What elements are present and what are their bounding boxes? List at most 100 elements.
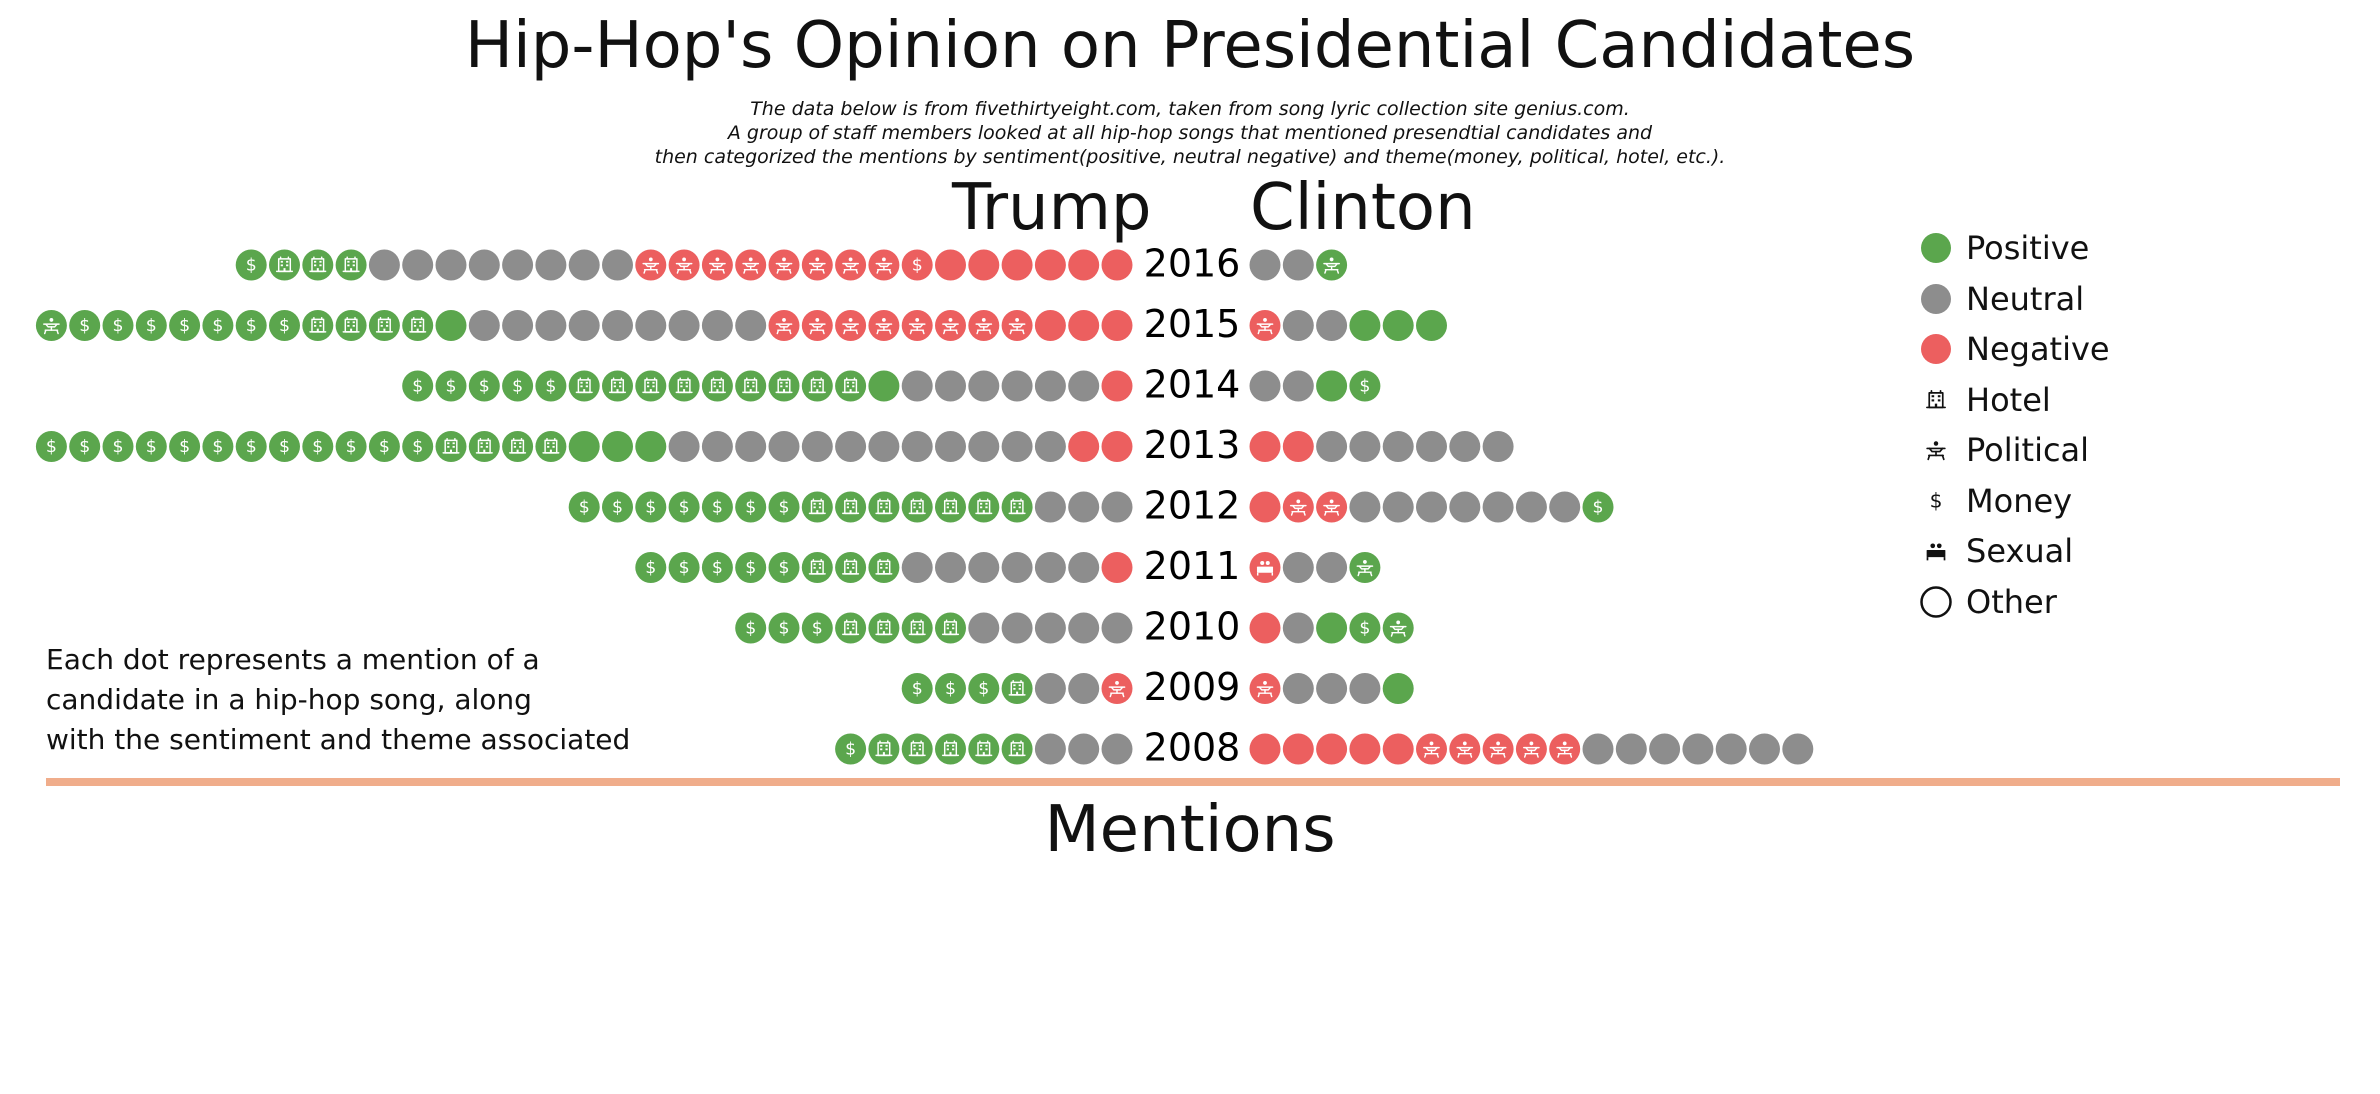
- svg-text:$: $: [612, 498, 623, 518]
- mention-dot-trump-2013: [602, 431, 633, 462]
- svg-text:$: $: [745, 619, 756, 639]
- svg-text:$: $: [212, 316, 223, 336]
- mention-dot-clinton-2013: [1482, 431, 1514, 462]
- subtitle-line: then categorized the mentions by sentime…: [654, 146, 1726, 168]
- mention-dot-trump-2015: [1034, 310, 1066, 341]
- svg-text:$: $: [79, 437, 90, 457]
- mention-dot-clinton-2008: [1549, 733, 1581, 765]
- svg-text:$: $: [79, 316, 90, 336]
- mention-dot-trump-2011: $: [668, 552, 700, 583]
- mention-dot-trump-2011: $: [635, 552, 667, 583]
- mention-dot-trump-2013: [1101, 431, 1133, 462]
- mention-dot-clinton-2012: [1449, 491, 1481, 523]
- mention-dot-trump-2012: $: [602, 491, 633, 523]
- year-label: 2014: [1144, 363, 1241, 407]
- mention-dot-trump-2016: [701, 249, 733, 281]
- mention-dot-clinton-2013: [1282, 431, 1314, 462]
- mention-dot-clinton-2008: [1482, 733, 1514, 765]
- svg-text:$: $: [812, 619, 823, 639]
- svg-text:$: $: [978, 679, 989, 699]
- legend-item-hotel: Hotel: [1918, 375, 2110, 426]
- dot-positive-icon: [1921, 233, 1951, 264]
- mention-dot-trump-2016: [668, 249, 700, 281]
- mention-dot-clinton-2008: [1649, 733, 1681, 765]
- mention-dot-trump-2013: $: [69, 431, 101, 462]
- mention-dot-trump-2016: [435, 249, 467, 281]
- svg-text:$: $: [412, 377, 423, 397]
- svg-text:$: $: [179, 316, 190, 336]
- mention-dot-trump-2014: [968, 370, 1000, 402]
- mention-dot-trump-2013: [735, 431, 767, 462]
- mention-dot-trump-2016: $: [901, 249, 933, 281]
- mention-dot-trump-2015: [701, 310, 733, 341]
- mention-dot-trump-2016: [468, 249, 500, 281]
- svg-text:$: $: [412, 437, 423, 457]
- mention-dot-trump-2015: [635, 310, 667, 341]
- hotel-icon: [1926, 389, 1946, 409]
- mention-dot-trump-2008: [1101, 733, 1133, 765]
- mention-dot-clinton-2008: [1282, 733, 1314, 765]
- mention-dot-trump-2011: [801, 552, 833, 583]
- year-label: 2015: [1144, 302, 1241, 346]
- svg-text:$: $: [146, 316, 157, 336]
- mention-dot-trump-2016: [502, 249, 534, 281]
- mention-dot-clinton-2012: [1549, 491, 1581, 523]
- legend-item-positive: Positive: [1918, 223, 2110, 274]
- mention-dot-trump-2011: $: [768, 552, 800, 583]
- mention-dot-trump-2014: [1068, 370, 1100, 402]
- svg-text:$: $: [146, 437, 157, 457]
- mentions-heading: Mentions: [1044, 793, 1336, 867]
- mention-dot-trump-2008: [1001, 733, 1033, 765]
- svg-text:$: $: [779, 558, 790, 578]
- mention-dot-trump-2012: [1001, 491, 1033, 523]
- svg-text:$: $: [745, 558, 756, 578]
- mention-dot-trump-2014: [568, 370, 600, 402]
- mention-dot-clinton-2015: [1416, 310, 1447, 341]
- mention-dot-trump-2011: $: [735, 552, 767, 583]
- mention-dot-trump-2009: [1034, 673, 1066, 704]
- mention-dot-trump-2014: [868, 370, 900, 402]
- mention-dot-clinton-2012: [1416, 491, 1447, 523]
- mention-dot-trump-2009: [1001, 673, 1033, 704]
- mention-dot-trump-2010: [1001, 612, 1033, 644]
- mention-dot-clinton-2011: [1249, 552, 1281, 583]
- mention-dot-trump-2008: [1034, 733, 1066, 765]
- political-icon: [1926, 441, 1946, 461]
- mention-dot-clinton-2010: [1382, 612, 1414, 644]
- mention-dot-trump-2012: [1101, 491, 1133, 523]
- mention-dot-trump-2016: [368, 249, 400, 281]
- mention-dot-trump-2015: [768, 310, 800, 341]
- legend-item-sexual: Sexual: [1918, 526, 2110, 577]
- svg-text:$: $: [512, 377, 523, 397]
- mention-dot-trump-2012: $: [701, 491, 733, 523]
- mention-dot-clinton-2008: [1416, 733, 1447, 765]
- svg-text:$: $: [212, 437, 223, 457]
- mention-dot-trump-2013: [568, 431, 600, 462]
- legend-item-political: Political: [1918, 425, 2110, 476]
- svg-text:$: $: [779, 619, 790, 639]
- mention-dot-trump-2015: [935, 310, 966, 341]
- svg-text:$: $: [279, 437, 290, 457]
- mention-dot-trump-2013: [1001, 431, 1033, 462]
- mention-dot-trump-2014: [635, 370, 667, 402]
- svg-text:$: $: [1593, 498, 1604, 518]
- other-circle-icon: [1920, 586, 1952, 618]
- mention-dot-trump-2014: $: [502, 370, 534, 402]
- column-header-clinton: Clinton: [1250, 171, 1476, 245]
- mention-dot-trump-2009: [1068, 673, 1100, 704]
- mention-dot-clinton-2010: [1316, 612, 1348, 644]
- mention-dot-trump-2012: [1068, 491, 1100, 523]
- mention-dot-trump-2012: [868, 491, 900, 523]
- mention-dot-trump-2013: $: [235, 431, 267, 462]
- mention-dot-trump-2015: $: [69, 310, 101, 341]
- mention-dot-trump-2013: [502, 431, 534, 462]
- year-label: 2012: [1144, 484, 1241, 528]
- year-label: 2008: [1144, 726, 1241, 770]
- subtitle-line: The data below is from fivethirtyeight.c…: [750, 98, 1630, 120]
- mention-dot-clinton-2012: [1316, 491, 1348, 523]
- mention-dot-trump-2016: [1068, 249, 1100, 281]
- mention-dot-trump-2012: [801, 491, 833, 523]
- mention-dot-trump-2013: $: [302, 431, 334, 462]
- mention-dot-trump-2016: [1101, 249, 1133, 281]
- mention-dot-trump-2013: [901, 431, 933, 462]
